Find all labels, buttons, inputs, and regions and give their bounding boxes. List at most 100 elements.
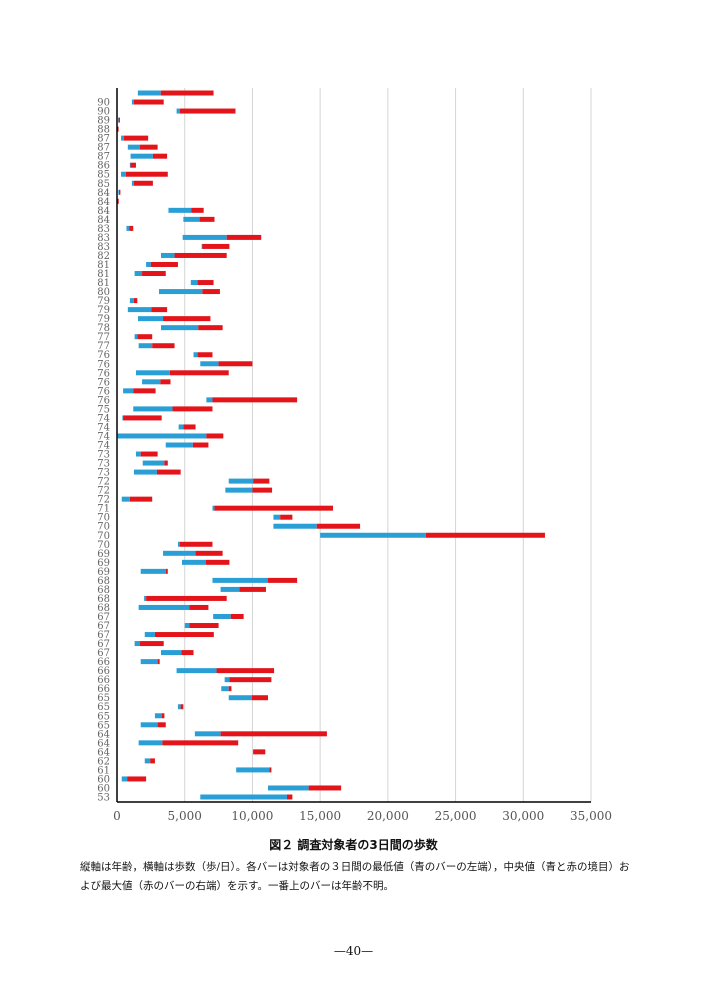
bar-median-max — [140, 451, 158, 457]
y-tick-label: 72 — [97, 486, 110, 497]
x-tick-label: 20,000 — [367, 809, 409, 823]
bar-min-median — [213, 613, 231, 619]
bar-median-max — [189, 604, 209, 610]
bar-min-median — [228, 695, 252, 701]
bar-median-max — [152, 343, 175, 349]
bar-min-median — [138, 604, 190, 610]
bar-min-median — [133, 469, 157, 475]
bar-min-median — [129, 162, 131, 168]
figure-caption: 図２ 調査対象者の3日間の歩数 — [269, 838, 438, 852]
bar-median-max — [130, 162, 136, 168]
bar-median-max — [118, 117, 120, 123]
bar-min-median — [220, 586, 240, 592]
y-tick-label: 68 — [97, 603, 110, 614]
y-tick-label: 70 — [97, 540, 110, 551]
x-tick-label: 0 — [113, 809, 121, 823]
bar-median-max — [133, 388, 156, 394]
y-tick-label: 62 — [97, 756, 110, 767]
bar-median-max — [140, 641, 164, 647]
y-tick-label: 66 — [97, 657, 110, 668]
y-tick-label: 65 — [97, 720, 110, 731]
bar-median-max — [150, 261, 178, 267]
bar-median-max — [197, 352, 213, 358]
bar-median-max — [129, 225, 134, 231]
y-tick-label: 83 — [97, 242, 110, 253]
bar-min-median — [137, 316, 164, 322]
y-tick-label: 67 — [97, 621, 110, 632]
figure-note: 縦軸は年齢，横軸は歩数（歩/日）。各バーは対象者の３日間の最低値（青のバーの左端… — [80, 861, 630, 892]
bar-median-max — [192, 442, 209, 448]
bar-min-median — [118, 117, 119, 123]
y-tick-label: 85 — [97, 170, 110, 181]
bar-median-max — [316, 523, 361, 529]
bar-min-median — [224, 677, 230, 683]
y-tick-label: 67 — [97, 639, 110, 650]
bar-min-median — [320, 532, 426, 538]
range-bar-chart: 0 5,000 10,000 15,000 20,000 25,000 30,000 35,0… — [97, 88, 612, 823]
bar-median-max — [214, 505, 334, 511]
bar-median-max — [226, 234, 262, 240]
bar-median-max — [117, 126, 119, 132]
bar-median-max — [251, 695, 269, 701]
bar-median-max — [206, 433, 224, 439]
bar-min-median — [121, 496, 130, 502]
y-tick-label: 68 — [97, 585, 110, 596]
y-tick-label: 76 — [97, 395, 110, 406]
bar-median-max — [181, 650, 194, 656]
bar-median-max — [229, 677, 272, 683]
y-tick-label: 79 — [97, 314, 110, 325]
bar-min-median — [144, 632, 155, 638]
bar-median-max — [191, 207, 204, 213]
x-tick-label: 15,000 — [299, 809, 341, 823]
y-tick-label: 71 — [97, 504, 110, 515]
bar-median-max — [157, 659, 160, 665]
bar-min-median — [142, 460, 165, 466]
bar-min-median — [178, 424, 184, 430]
bar-min-median — [137, 90, 161, 96]
x-tick-label: 30,000 — [502, 809, 544, 823]
bar-median-max — [160, 379, 171, 385]
y-tick-label: 84 — [97, 206, 110, 217]
bar-min-median — [131, 99, 134, 105]
bar-min-median — [154, 713, 162, 719]
y-tick-label: 79 — [97, 296, 110, 307]
bar-min-median — [228, 478, 254, 484]
bar-median-max — [198, 325, 223, 331]
bar-median-max — [163, 316, 211, 322]
y-tick-label: 64 — [97, 747, 110, 758]
bar-min-median — [212, 577, 269, 583]
bar-median-max — [162, 740, 239, 746]
bar-min-median — [130, 153, 153, 159]
bar-min-median — [273, 523, 317, 529]
bar-min-median — [131, 180, 134, 186]
bar-min-median — [194, 731, 221, 737]
y-tick-label: 69 — [97, 558, 110, 569]
y-tick-label: 76 — [97, 359, 110, 370]
bar-median-max — [179, 108, 236, 114]
bar-median-max — [123, 415, 162, 421]
bar-min-median — [144, 758, 151, 764]
y-tick-label: 84 — [97, 197, 110, 208]
y-tick-label: 83 — [97, 233, 110, 244]
y-tick-label: 73 — [97, 468, 110, 479]
bar-median-max — [195, 550, 223, 556]
bar-min-median — [142, 379, 161, 385]
bar-median-max — [146, 595, 227, 601]
y-tick-label: 74 — [97, 422, 110, 433]
bar-min-median — [161, 325, 199, 331]
bar-min-median — [176, 668, 217, 674]
y-tick-label: 90 — [97, 98, 110, 109]
bar-median-max — [160, 90, 214, 96]
bar-median-max — [220, 731, 327, 737]
y-tick-label: 84 — [97, 215, 110, 226]
y-tick-label: 65 — [97, 693, 110, 704]
bar-min-median — [118, 189, 120, 195]
bar-min-median — [140, 659, 158, 665]
y-tick-label: 86 — [97, 161, 110, 172]
bar-median-max — [253, 749, 266, 755]
y-tick-label: 90 — [97, 107, 110, 118]
bar-median-max — [150, 758, 155, 764]
bar-median-max — [165, 568, 168, 574]
bar-min-median — [140, 722, 158, 728]
